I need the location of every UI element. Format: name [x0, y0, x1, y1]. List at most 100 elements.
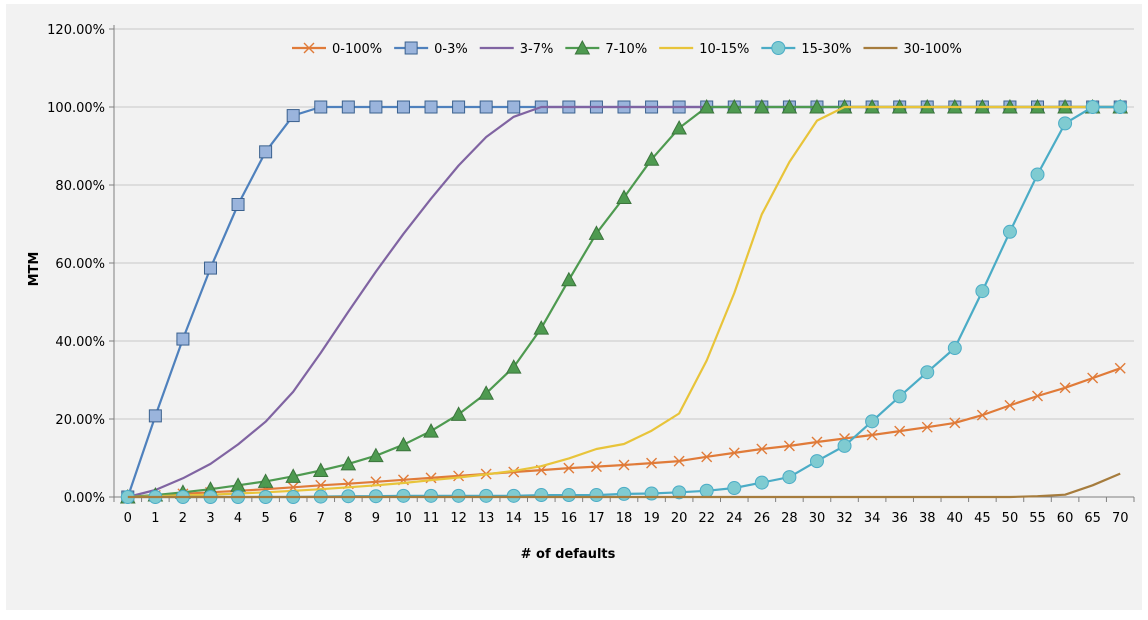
data-point-0-100pct — [646, 457, 658, 469]
data-point-15-30pct — [947, 341, 962, 356]
data-point-15-30pct — [589, 488, 604, 503]
data-point-7-10pct — [698, 98, 715, 114]
data-point-15-30pct — [534, 488, 549, 503]
data-point-0-3pct — [176, 332, 190, 346]
x-tick-label: 50 — [1002, 511, 1019, 526]
data-point-0-100pct — [1059, 382, 1071, 394]
legend-label: 15-30% — [801, 42, 851, 57]
data-point-7-10pct — [257, 473, 274, 488]
data-point-0-100pct — [866, 429, 878, 441]
x-tick-label: 4 — [234, 511, 242, 526]
y-tick-label: 100.00% — [47, 101, 105, 116]
series-30-100pct — [127, 472, 1121, 499]
data-point-15-30pct — [892, 389, 907, 404]
legend-marker — [574, 39, 591, 55]
x-tick-label: 11 — [423, 511, 440, 526]
x-tick-label: 32 — [836, 511, 853, 526]
series-0-100pct — [122, 362, 1126, 503]
data-point-15-30pct — [479, 488, 494, 503]
data-point-0-3pct — [259, 145, 273, 159]
data-point-15-30pct — [837, 438, 852, 453]
legend-marker — [303, 42, 315, 54]
data-point-0-3pct — [286, 109, 300, 123]
x-tick-label: 9 — [372, 511, 380, 526]
data-point-7-10pct — [754, 98, 770, 114]
data-point-15-30pct — [451, 488, 466, 503]
x-tick-label: 2 — [179, 511, 187, 526]
data-point-0-100pct — [949, 417, 961, 429]
data-point-0-100pct — [894, 425, 906, 437]
data-point-0-100pct — [783, 440, 795, 452]
series-line-10-15pct — [127, 105, 1121, 499]
data-point-0-100pct — [1032, 390, 1044, 402]
x-tick-label: 6 — [289, 511, 297, 526]
data-point-0-100pct — [1087, 372, 1099, 384]
legend-label: 10-15% — [699, 42, 749, 57]
data-point-7-10pct — [616, 189, 632, 204]
legend-marker — [771, 41, 786, 55]
y-tick-label: 80.00% — [55, 179, 105, 194]
data-point-15-30pct — [617, 486, 631, 501]
x-tick-label: 28 — [781, 511, 798, 526]
legend-item-10-15pct: 10-15% — [659, 42, 749, 57]
data-point-0-3pct — [424, 100, 438, 114]
data-point-0-3pct — [314, 100, 328, 114]
x-tick-label: 65 — [1084, 511, 1101, 526]
series-lines — [119, 98, 1129, 504]
series-3-7pct — [127, 105, 1121, 499]
data-point-15-30pct — [1113, 100, 1128, 114]
data-point-7-10pct — [809, 98, 825, 114]
data-point-15-30pct — [396, 488, 411, 503]
x-tick-label: 55 — [1029, 511, 1046, 526]
legend-marker — [404, 41, 418, 55]
legend-label: 30-100% — [903, 42, 961, 57]
x-tick-label: 8 — [344, 511, 352, 526]
x-tick-label: 0 — [124, 511, 132, 526]
data-point-0-100pct — [563, 462, 575, 474]
data-point-15-30pct — [561, 488, 576, 503]
x-tick-label: 20 — [671, 511, 688, 526]
x-tick-label: 3 — [206, 511, 214, 526]
data-point-0-3pct — [507, 100, 521, 114]
data-point-7-10pct — [588, 225, 605, 240]
x-tick-label: 7 — [317, 511, 325, 526]
data-point-7-10pct — [478, 385, 494, 400]
data-point-15-30pct — [1002, 224, 1017, 239]
gridlines — [114, 28, 1134, 420]
legend-item-0-100pct: 0-100% — [292, 42, 382, 57]
data-point-7-10pct — [781, 98, 798, 114]
data-point-0-3pct — [452, 100, 466, 114]
data-point-15-30pct — [672, 485, 687, 500]
x-tick-label: 40 — [947, 511, 964, 526]
x-tick-label: 12 — [450, 511, 467, 526]
legend-item-0-3pct: 0-3% — [394, 41, 468, 57]
series-0-3pct — [121, 100, 1127, 504]
series-10-15pct — [127, 105, 1121, 499]
data-point-7-10pct — [505, 359, 522, 374]
x-tick-label: 36 — [891, 511, 908, 526]
data-point-15-30pct — [506, 488, 521, 503]
data-point-0-100pct — [701, 451, 713, 463]
data-point-0-100pct — [590, 461, 602, 473]
data-point-15-30pct — [809, 454, 824, 469]
legend-item-7-10pct: 7-10% — [565, 39, 647, 57]
data-point-0-3pct — [231, 198, 245, 211]
x-tick-label: 13 — [478, 511, 495, 526]
data-point-7-10pct — [533, 320, 550, 335]
data-point-0-3pct — [396, 100, 410, 114]
data-point-15-30pct — [920, 365, 935, 380]
data-point-7-10pct — [285, 468, 302, 483]
y-tick-label: 0.00% — [64, 491, 105, 506]
data-point-7-10pct — [368, 447, 384, 463]
series-line-0-3pct — [126, 105, 1121, 498]
data-point-15-30pct — [424, 488, 439, 503]
x-tick-label: 1 — [151, 511, 159, 526]
legend-label: 0-100% — [332, 42, 382, 57]
y-tick-label: 20.00% — [55, 413, 105, 428]
data-point-15-30pct — [699, 483, 714, 498]
legend-label: 7-10% — [605, 42, 647, 57]
legend: 0-100% 0-3% 3-7% 7-10% 10-15% 15-30% 30-100% — [292, 39, 962, 57]
x-tick-label: 5 — [261, 511, 269, 526]
legend-label: 3-7% — [520, 42, 554, 57]
series-line-7-10pct — [127, 105, 1121, 499]
